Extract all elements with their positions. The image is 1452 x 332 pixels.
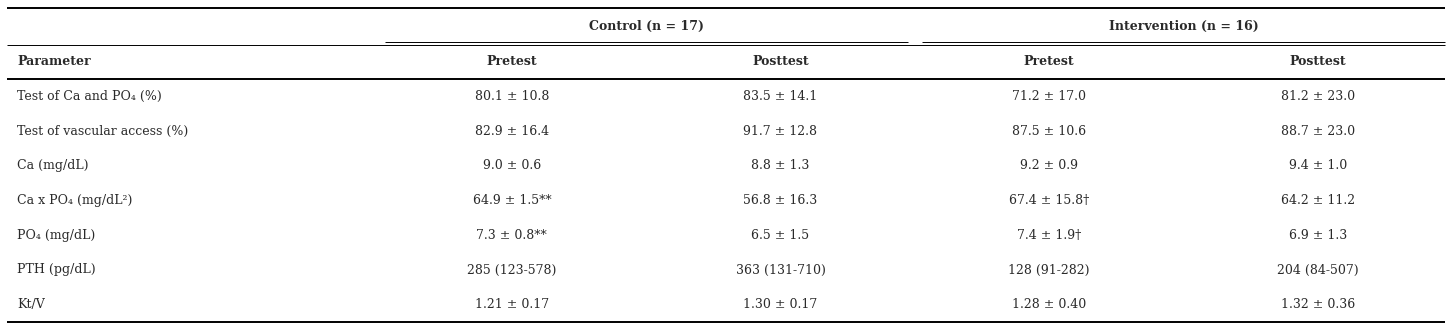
Text: 80.1 ± 10.8: 80.1 ± 10.8	[475, 90, 549, 103]
Text: Kt/V: Kt/V	[17, 298, 45, 311]
Text: Posttest: Posttest	[1289, 55, 1346, 68]
Text: 64.2 ± 11.2: 64.2 ± 11.2	[1281, 194, 1355, 207]
Text: 9.4 ± 1.0: 9.4 ± 1.0	[1288, 159, 1347, 172]
Text: 64.9 ± 1.5**: 64.9 ± 1.5**	[472, 194, 552, 207]
Text: Test of vascular access (%): Test of vascular access (%)	[17, 124, 189, 137]
Text: 67.4 ± 15.8†: 67.4 ± 15.8†	[1009, 194, 1089, 207]
Text: 91.7 ± 12.8: 91.7 ± 12.8	[743, 124, 817, 137]
Text: 6.5 ± 1.5: 6.5 ± 1.5	[751, 229, 810, 242]
Text: 87.5 ± 10.6: 87.5 ± 10.6	[1012, 124, 1086, 137]
Text: 7.4 ± 1.9†: 7.4 ± 1.9†	[1016, 229, 1082, 242]
Text: 82.9 ± 16.4: 82.9 ± 16.4	[475, 124, 549, 137]
Text: 285 (123-578): 285 (123-578)	[468, 264, 556, 277]
Text: Parameter: Parameter	[17, 55, 91, 68]
Text: PTH (pg/dL): PTH (pg/dL)	[17, 264, 96, 277]
Text: 204 (84-507): 204 (84-507)	[1276, 264, 1359, 277]
Text: 83.5 ± 14.1: 83.5 ± 14.1	[743, 90, 817, 103]
Text: Test of Ca and PO₄ (%): Test of Ca and PO₄ (%)	[17, 90, 163, 103]
Text: 7.3 ± 0.8**: 7.3 ± 0.8**	[476, 229, 547, 242]
Text: Intervention (n = 16): Intervention (n = 16)	[1108, 20, 1259, 33]
Text: Pretest: Pretest	[486, 55, 537, 68]
Text: 1.32 ± 0.36: 1.32 ± 0.36	[1281, 298, 1355, 311]
Text: 8.8 ± 1.3: 8.8 ± 1.3	[751, 159, 810, 172]
Text: 1.21 ± 0.17: 1.21 ± 0.17	[475, 298, 549, 311]
Text: 128 (91-282): 128 (91-282)	[1008, 264, 1090, 277]
Text: 363 (131-710): 363 (131-710)	[736, 264, 825, 277]
Text: 9.2 ± 0.9: 9.2 ± 0.9	[1021, 159, 1077, 172]
Text: Ca (mg/dL): Ca (mg/dL)	[17, 159, 89, 172]
Text: 88.7 ± 23.0: 88.7 ± 23.0	[1281, 124, 1355, 137]
Text: Pretest: Pretest	[1024, 55, 1074, 68]
Text: 1.28 ± 0.40: 1.28 ± 0.40	[1012, 298, 1086, 311]
Text: 6.9 ± 1.3: 6.9 ± 1.3	[1288, 229, 1347, 242]
Text: 71.2 ± 17.0: 71.2 ± 17.0	[1012, 90, 1086, 103]
Text: 56.8 ± 16.3: 56.8 ± 16.3	[743, 194, 817, 207]
Text: PO₄ (mg/dL): PO₄ (mg/dL)	[17, 229, 96, 242]
Text: Posttest: Posttest	[752, 55, 809, 68]
Text: 81.2 ± 23.0: 81.2 ± 23.0	[1281, 90, 1355, 103]
Text: Ca x PO₄ (mg/dL²): Ca x PO₄ (mg/dL²)	[17, 194, 132, 207]
Text: Control (n = 17): Control (n = 17)	[588, 20, 704, 33]
Text: 9.0 ± 0.6: 9.0 ± 0.6	[482, 159, 542, 172]
Text: 1.30 ± 0.17: 1.30 ± 0.17	[743, 298, 817, 311]
